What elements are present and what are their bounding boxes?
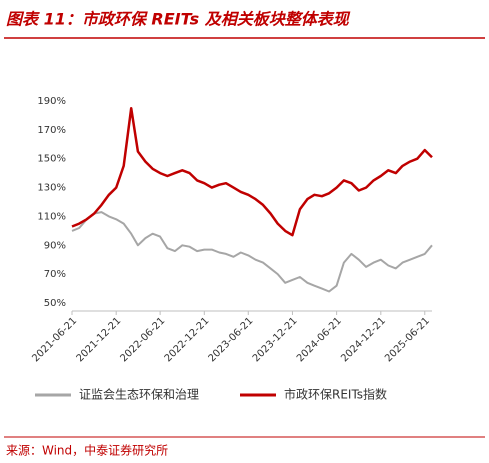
y-tick-label: 50% [44, 298, 66, 309]
y-tick-label: 110% [37, 211, 66, 222]
y-tick-label: 70% [44, 269, 66, 280]
x-tick-label: 2024-06-21 [295, 315, 344, 364]
x-tick-label: 2022-12-21 [163, 315, 212, 364]
x-tick-label: 2021-06-21 [30, 315, 79, 364]
legend-label: 证监会生态环保和治理 [79, 388, 199, 402]
x-tick-label: 2023-06-21 [207, 315, 256, 364]
source: 来源：Wind，中泰证券研究所 [6, 443, 168, 458]
x-tick-label: 2023-12-21 [251, 315, 300, 364]
chart-title: 图表 11：市政环保 REITs 及相关板块整体表现 [6, 10, 351, 29]
series-line [71, 106, 433, 237]
x-tick-label: 2022-06-21 [118, 315, 167, 364]
y-tick-label: 170% [37, 125, 66, 136]
y-tick-label: 130% [37, 183, 66, 194]
x-tick-label: 2024-12-21 [339, 315, 388, 364]
x-tick-label: 2021-12-21 [75, 315, 124, 364]
y-tick-label: 90% [44, 240, 66, 251]
x-tick-label: 2025-06-21 [383, 315, 432, 364]
legend-label: 市政环保REITs指数 [284, 387, 387, 402]
y-tick-label: 190% [37, 96, 66, 107]
series-line [71, 211, 433, 293]
y-tick-label: 150% [37, 154, 66, 165]
